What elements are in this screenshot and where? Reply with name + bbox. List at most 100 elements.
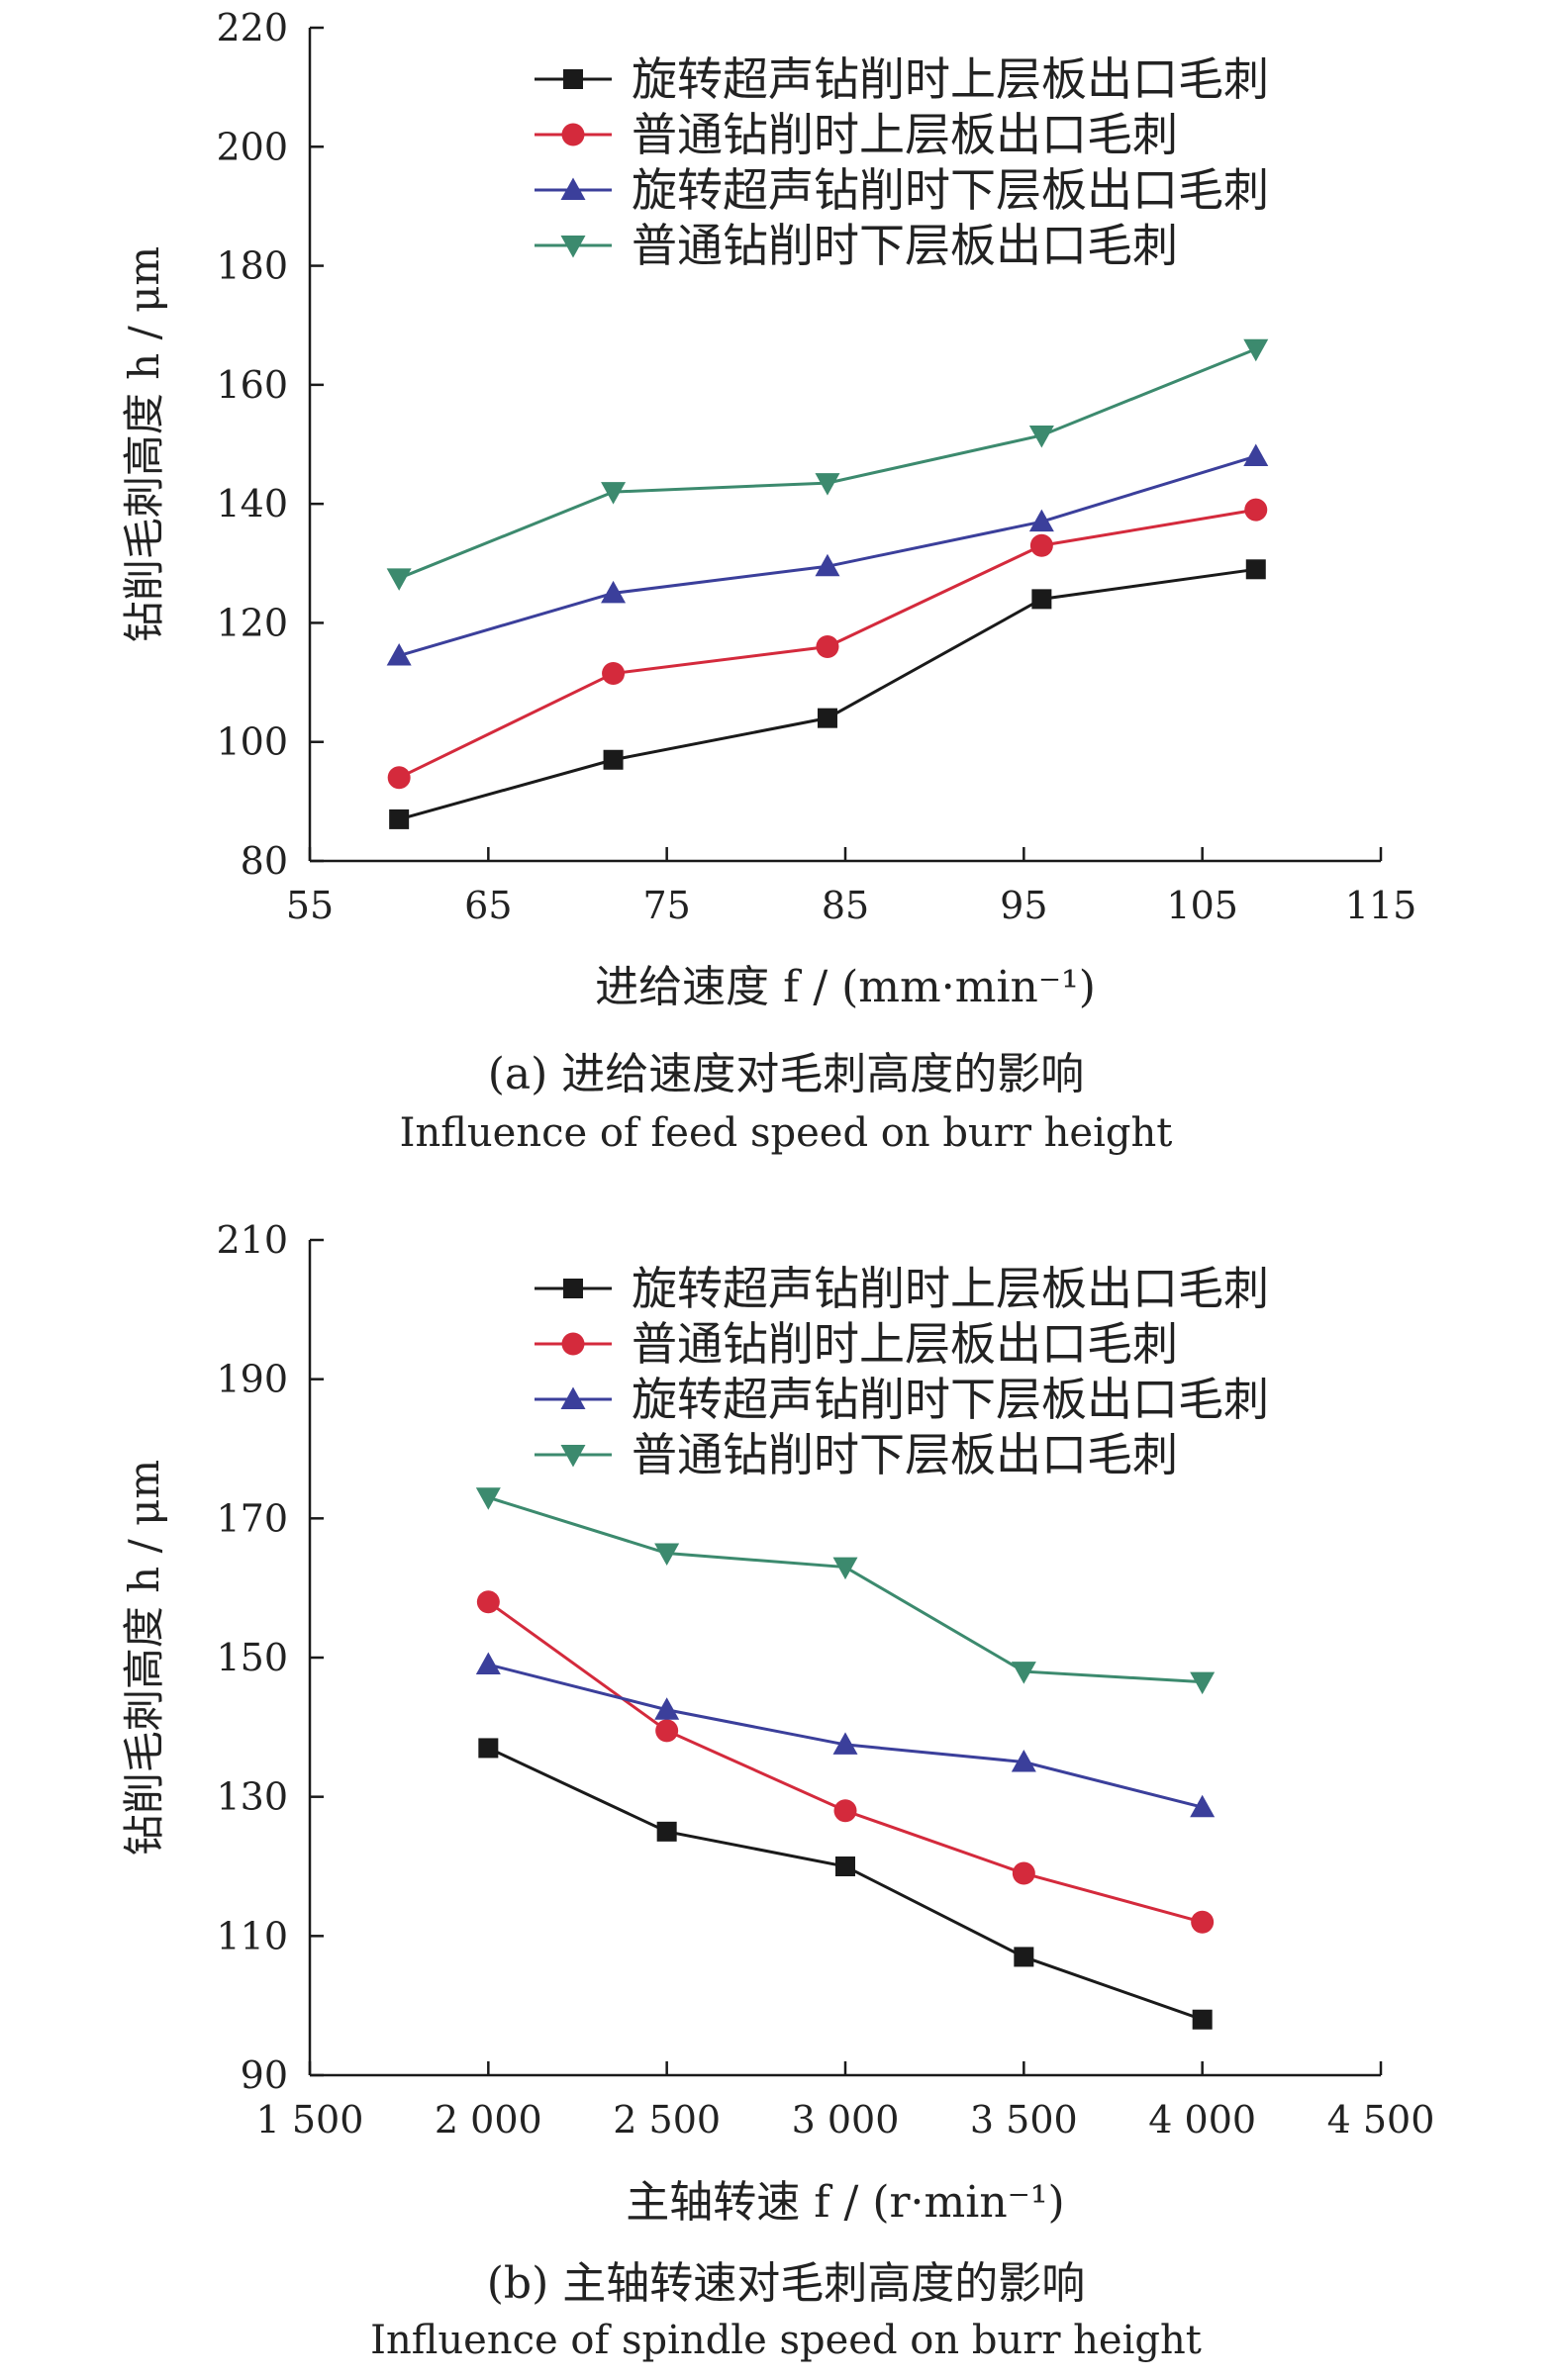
data-point-s4-3 — [815, 473, 840, 496]
x-tick-label: 105 — [1166, 884, 1238, 927]
x-tick-label: 2 000 — [435, 2098, 542, 2142]
legend-marker — [561, 123, 585, 146]
data-point-s4-1 — [386, 568, 412, 591]
legend: 旋转超声钻削时上层板出口毛刺普通钻削时上层板出口毛刺旋转超声钻削时下层板出口毛刺… — [535, 1262, 1269, 1481]
y-tick-label: 90 — [241, 2053, 288, 2097]
data-point-s2-4 — [1029, 533, 1053, 557]
caption-english: Influence of spindle speed on burr heigh… — [370, 2318, 1202, 2363]
x-tick-label: 3 000 — [792, 2098, 900, 2142]
y-axis-title: 钻削毛刺高度 h / μm — [120, 1460, 168, 1856]
y-tick-label: 200 — [216, 125, 288, 168]
y-tick-label: 210 — [216, 1218, 288, 1262]
legend-marker — [560, 1386, 586, 1409]
data-point-s3-1 — [475, 1652, 501, 1675]
data-point-s1-3 — [817, 708, 837, 728]
data-point-s4-4 — [1011, 1662, 1036, 1684]
x-tick-label: 115 — [1345, 884, 1417, 927]
series-line-1 — [487, 1747, 1204, 2022]
data-point-s4-3 — [832, 1557, 858, 1580]
chart-spindle-speed: 90 110 130 150 170 190 210 1 500 2 000 2 500 3 000… — [120, 1218, 1434, 2363]
data-point-s2-4 — [1012, 1861, 1035, 1885]
x-tick-label: 75 — [642, 884, 690, 927]
legend-entry: 旋转超声钻削时上层板出口毛刺 — [632, 1262, 1269, 1315]
legend-marker — [560, 1445, 586, 1468]
data-point-s1-4 — [1031, 589, 1052, 610]
caption-chinese: (b) 主轴转速对毛刺高度的影响 — [487, 2258, 1085, 2309]
legend-marker — [560, 236, 586, 258]
x-tick-label: 55 — [286, 884, 334, 927]
legend-entry: 普通钻削时下层板出口毛刺 — [632, 219, 1178, 272]
legend-entry: 普通钻削时上层板出口毛刺 — [632, 108, 1178, 161]
y-tick-label: 170 — [216, 1496, 288, 1540]
data-point-s4-2 — [601, 482, 627, 505]
legend-entry: 普通钻削时下层板出口毛刺 — [632, 1428, 1178, 1481]
y-axis-title: 钻削毛刺高度 h / μm — [120, 246, 168, 642]
data-point-s4-5 — [1190, 1671, 1216, 1695]
legend: 旋转超声钻削时上层板出口毛刺普通钻削时上层板出口毛刺旋转超声钻削时下层板出口毛刺… — [535, 52, 1269, 272]
data-point-s1-5 — [1192, 2009, 1213, 2030]
legend-marker — [561, 1332, 585, 1356]
y-tick-label: 80 — [241, 839, 288, 883]
data-point-s1-1 — [478, 1738, 499, 1759]
data-point-s2-5 — [1244, 498, 1268, 522]
data-point-s2-3 — [816, 634, 839, 658]
x-axis-title: 进给速度 f / (mm·min⁻¹) — [595, 962, 1096, 1012]
data-point-s4-4 — [1028, 425, 1054, 448]
data-point-s4-1 — [475, 1487, 501, 1510]
data-point-s3-3 — [832, 1732, 858, 1755]
x-tick-label: 3 500 — [970, 2098, 1078, 2142]
data-point-s3-4 — [1028, 509, 1054, 532]
data-point-s3-4 — [1011, 1750, 1036, 1772]
series-line-4 — [487, 1495, 1203, 1684]
legend-marker — [563, 69, 583, 89]
x-tick-label: 85 — [822, 884, 869, 927]
y-tick-label: 120 — [216, 601, 288, 644]
legend-marker — [563, 1279, 583, 1298]
y-tick-label: 140 — [216, 482, 288, 525]
series-line-1 — [398, 567, 1256, 821]
chart-feed-speed: 80 100 120 140 160 180 200 220 55 65 75 85 95 105 115 进… — [120, 6, 1416, 1156]
x-axis-title: 主轴转速 f / (r·min⁻¹) — [626, 2177, 1064, 2228]
data-point-s1-2 — [656, 1821, 677, 1842]
y-tick-label: 110 — [216, 1914, 288, 1957]
data-point-s1-2 — [603, 749, 624, 770]
legend-entry: 旋转超声钻削时上层板出口毛刺 — [632, 52, 1269, 106]
data-point-s3-3 — [815, 553, 840, 577]
data-point-s4-2 — [654, 1543, 680, 1566]
data-point-s1-1 — [389, 809, 410, 829]
legend-entry: 旋转超声钻削时下层板出口毛刺 — [632, 1373, 1269, 1426]
y-tick-label: 180 — [216, 244, 288, 288]
data-point-s2-2 — [655, 1719, 679, 1743]
data-point-s2-3 — [833, 1799, 857, 1823]
series-line-4 — [398, 347, 1257, 580]
y-tick-label: 150 — [216, 1636, 288, 1679]
x-tick-label: 2 500 — [613, 2098, 721, 2142]
data-point-s3-5 — [1190, 1794, 1216, 1818]
y-tick-label: 100 — [216, 720, 288, 764]
data-point-s3-2 — [654, 1697, 680, 1720]
data-point-s2-1 — [387, 766, 411, 790]
legend-entry: 旋转超声钻削时下层板出口毛刺 — [632, 163, 1269, 217]
x-tick-label: 4 000 — [1148, 2098, 1256, 2142]
data-point-s3-1 — [386, 643, 412, 666]
caption-chinese: (a) 进给速度对毛刺高度的影响 — [488, 1049, 1085, 1099]
data-point-s1-4 — [1014, 1947, 1034, 1967]
data-point-s4-5 — [1243, 338, 1269, 362]
y-tick-label: 220 — [216, 6, 288, 49]
x-tick-label: 65 — [464, 884, 512, 927]
legend-entry: 普通钻削时上层板出口毛刺 — [632, 1317, 1178, 1371]
data-point-s2-1 — [476, 1590, 500, 1614]
data-point-s3-5 — [1243, 443, 1269, 467]
x-tick-label: 95 — [1000, 884, 1047, 927]
y-tick-label: 160 — [216, 363, 288, 407]
y-tick-label: 190 — [216, 1358, 288, 1401]
x-tick-label: 1 500 — [256, 2098, 364, 2142]
data-point-s2-5 — [1191, 1910, 1215, 1934]
legend-marker — [560, 177, 586, 200]
data-point-s1-5 — [1245, 559, 1266, 580]
data-point-s2-2 — [602, 662, 626, 686]
data-point-s1-3 — [835, 1856, 855, 1876]
data-point-s3-2 — [601, 580, 627, 604]
x-tick-label: 4 500 — [1327, 2098, 1435, 2142]
